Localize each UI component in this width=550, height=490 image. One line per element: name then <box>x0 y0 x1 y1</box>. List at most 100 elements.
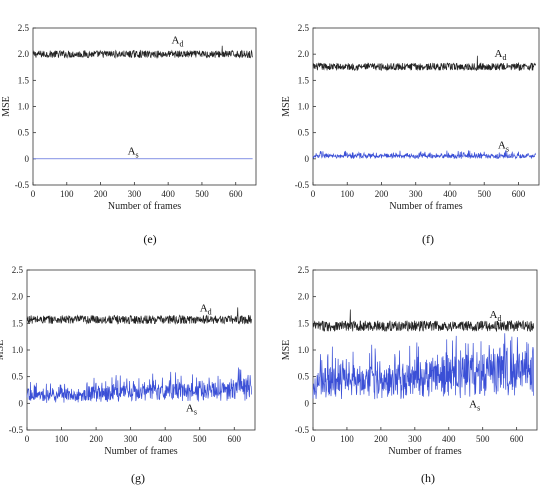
series-label-As: As <box>186 402 197 416</box>
panel-caption: (f) <box>422 232 434 246</box>
series-line-Ad <box>32 45 253 60</box>
y-tick-label: 0.5 <box>18 128 30 138</box>
y-axis-label: MSE <box>1 96 12 117</box>
series-label-main: A <box>200 303 208 315</box>
series-label-sub: d <box>179 40 183 49</box>
series-line-Ad <box>26 307 252 325</box>
y-tick-label: 2.0 <box>18 49 30 59</box>
y-tick-label: 2.5 <box>298 23 310 33</box>
series-line-As <box>312 333 534 400</box>
series-label-main: A <box>494 48 502 60</box>
y-tick-label: 2.5 <box>18 23 30 33</box>
y-tick-label: 1.5 <box>298 318 310 328</box>
y-tick-label: 0 <box>305 398 310 408</box>
y-tick-label: -0.5 <box>295 180 310 190</box>
plot-frame <box>26 269 256 431</box>
x-tick-label: 0 <box>311 189 316 199</box>
y-tick-label: 1.0 <box>298 345 310 355</box>
y-tick-label: 1.5 <box>18 75 30 85</box>
y-tick-label: 1.0 <box>12 345 24 355</box>
series-label-main: A <box>489 309 497 321</box>
x-tick-label: 200 <box>89 434 103 444</box>
x-tick-label: 0 <box>31 189 36 199</box>
x-tick-label: 500 <box>477 189 491 199</box>
series-label-Ad: Ad <box>172 35 184 49</box>
y-tick-label: 0.5 <box>298 128 310 138</box>
x-tick-label: 200 <box>94 189 108 199</box>
chart-panel-4: -0.500.51.01.52.02.50 100 200 300 400 500 600N… <box>281 265 538 485</box>
y-tick-label: 0 <box>25 154 30 164</box>
y-axis-label: MSE <box>281 96 292 117</box>
x-tick-label: 100 <box>340 434 354 444</box>
series-label-Ad: Ad <box>494 48 506 62</box>
series-line-As <box>312 150 536 160</box>
series-line-Ad <box>312 309 534 333</box>
series-label-Ad: Ad <box>489 309 501 323</box>
x-tick-label: 500 <box>195 189 209 199</box>
x-tick-label: 200 <box>375 189 389 199</box>
x-tick-label: 300 <box>124 434 138 444</box>
plot-frame <box>312 27 540 186</box>
x-tick-label: 400 <box>443 189 457 199</box>
x-tick-label: 300 <box>408 434 422 444</box>
x-axis-label: Number of frames <box>389 201 462 212</box>
x-axis-label: Number of frames <box>388 446 461 457</box>
y-tick-label: 0 <box>19 398 24 408</box>
y-axis-label: MSE <box>281 340 292 361</box>
panel-caption: (g) <box>131 471 145 485</box>
x-tick-label: 0 <box>25 434 30 444</box>
y-tick-label: 2.0 <box>298 49 310 59</box>
y-tick-label: 2.5 <box>298 265 310 275</box>
y-tick-label: 0 <box>305 154 310 164</box>
x-tick-label: 300 <box>128 189 142 199</box>
y-tick-label: 2.5 <box>12 265 24 275</box>
series-label-sub: d <box>208 308 212 317</box>
series-label-sub: s <box>194 407 197 416</box>
y-tick-label: -0.5 <box>295 425 310 435</box>
panel-caption: (h) <box>421 471 435 485</box>
x-tick-label: 0 <box>311 434 316 444</box>
series-label-main: A <box>186 402 194 414</box>
series-label-main: A <box>498 139 506 151</box>
chart-panel-1: -0.500.51.01.52.02.50 100 200 300 400 500 600N… <box>1 23 257 246</box>
y-tick-label: 1.5 <box>12 318 24 328</box>
x-tick-label: 300 <box>409 189 423 199</box>
series-label-Ad: Ad <box>200 303 212 317</box>
series-label-main: A <box>172 35 180 47</box>
y-tick-label: -0.5 <box>15 180 30 190</box>
series-label-sub: s <box>136 151 139 160</box>
x-tick-label: 600 <box>510 434 524 444</box>
series-label-sub: d <box>497 314 501 323</box>
panel-caption: (e) <box>143 232 156 246</box>
y-tick-label: 2.0 <box>12 292 24 302</box>
series-label-main: A <box>469 399 477 411</box>
x-tick-label: 500 <box>476 434 490 444</box>
x-tick-label: 200 <box>374 434 388 444</box>
x-axis-label: Number of frames <box>108 201 181 212</box>
y-tick-label: 1.0 <box>298 102 310 112</box>
series-line-As <box>26 367 252 403</box>
y-tick-label: -0.5 <box>9 425 24 435</box>
series-label-sub: s <box>506 144 509 153</box>
x-tick-label: 100 <box>60 189 74 199</box>
x-tick-label: 400 <box>161 189 175 199</box>
x-tick-label: 600 <box>512 189 526 199</box>
y-tick-label: 1.0 <box>18 102 30 112</box>
y-tick-label: 0.5 <box>12 372 24 382</box>
x-axis-label: Number of frames <box>104 446 177 457</box>
y-tick-label: 2.0 <box>298 292 310 302</box>
series-label-As: As <box>498 139 509 153</box>
series-line-Ad <box>312 55 536 72</box>
y-tick-label: 1.5 <box>298 75 310 85</box>
y-axis-label: MSE <box>0 340 6 361</box>
y-tick-label: 0.5 <box>298 372 310 382</box>
series-label-As: As <box>469 399 480 413</box>
chart-panel-2: -0.500.51.01.52.02.50 100 200 300 400 500 600N… <box>281 23 540 246</box>
series-label-sub: d <box>502 53 506 62</box>
x-tick-label: 100 <box>340 189 354 199</box>
series-label-sub: s <box>477 404 480 413</box>
series-label-As: As <box>128 146 139 160</box>
x-tick-label: 600 <box>228 434 242 444</box>
x-tick-label: 600 <box>229 189 243 199</box>
